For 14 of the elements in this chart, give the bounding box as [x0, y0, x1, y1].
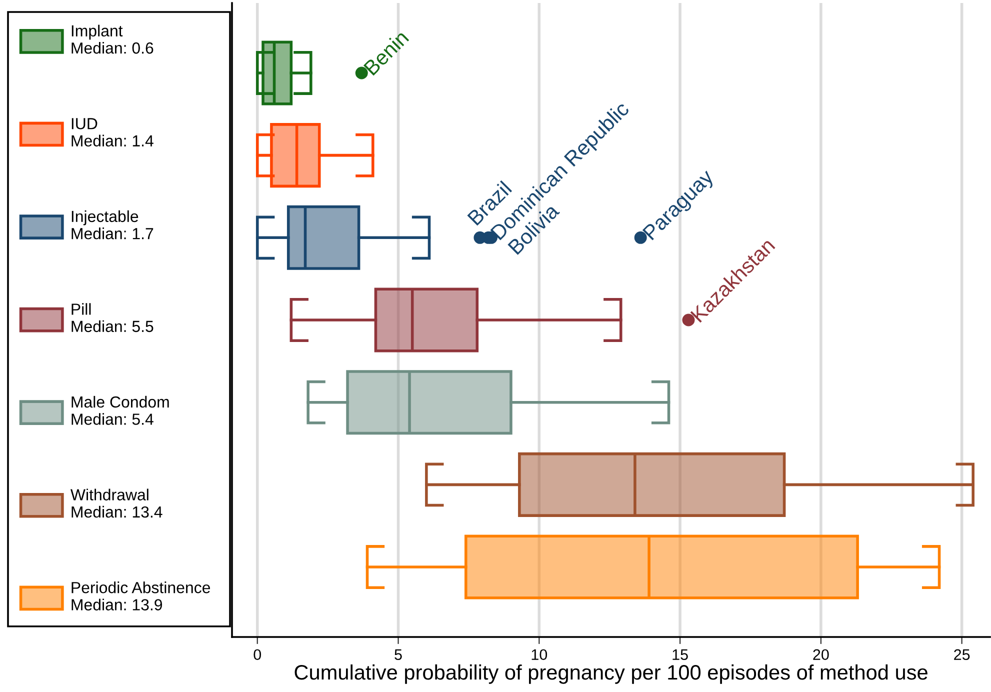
legend-label: Injectable Median: 1.7	[72, 210, 154, 240]
legend-label: Pill Median: 5.5	[72, 303, 154, 332]
legend-label: Male Condom Median: 5.4	[72, 396, 169, 425]
legend-label: Periodic Abstinence Median: 13.9	[72, 582, 210, 610]
x-tick-label: 0	[254, 649, 262, 660]
x-tick-label: 15	[672, 649, 688, 660]
legend-label: Withdrawal Median: 13.4	[70, 488, 162, 518]
x-axis-title: Cumulative probability of pregnancy per 100 episodes of method use	[294, 664, 928, 684]
legend-label: Implant Median: 0.6	[72, 24, 154, 54]
x-tick-label: 20	[813, 649, 829, 660]
x-tick-label: 5	[394, 649, 402, 660]
legend-label: IUD Median: 1.4	[72, 118, 154, 146]
x-tick-label: 25	[954, 649, 970, 660]
x-tick-label: 10	[532, 649, 548, 660]
